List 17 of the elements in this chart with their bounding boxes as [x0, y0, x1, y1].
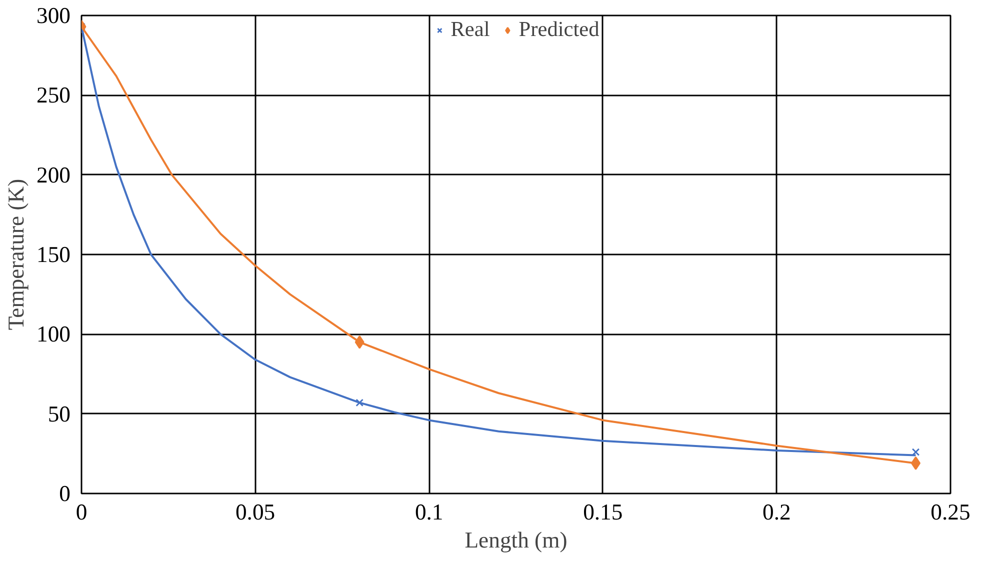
- y-axis-title: Temperature (K): [4, 178, 29, 330]
- x-tick-label: 0.1: [414, 500, 444, 524]
- legend-label: Predicted: [518, 17, 600, 42]
- y-tick-label: 200: [36, 162, 70, 188]
- x-tick-label: 0.25: [930, 500, 970, 524]
- y-tick-label: 150: [36, 242, 70, 267]
- y-tick-label: 0: [59, 481, 70, 506]
- x-axis-title: Length (m): [464, 528, 568, 552]
- y-tick-label: 250: [36, 82, 70, 108]
- x-tick-label: 0.15: [583, 500, 623, 524]
- x-tick-label: 0: [76, 500, 88, 524]
- y-tick-label: 50: [48, 401, 70, 426]
- x-tick-label: 0.2: [762, 500, 791, 524]
- legend-label: Real: [450, 17, 490, 42]
- x-tick-label: 0.05: [235, 500, 276, 524]
- y-tick-label: 100: [36, 322, 70, 347]
- y-tick-label: 300: [36, 3, 70, 28]
